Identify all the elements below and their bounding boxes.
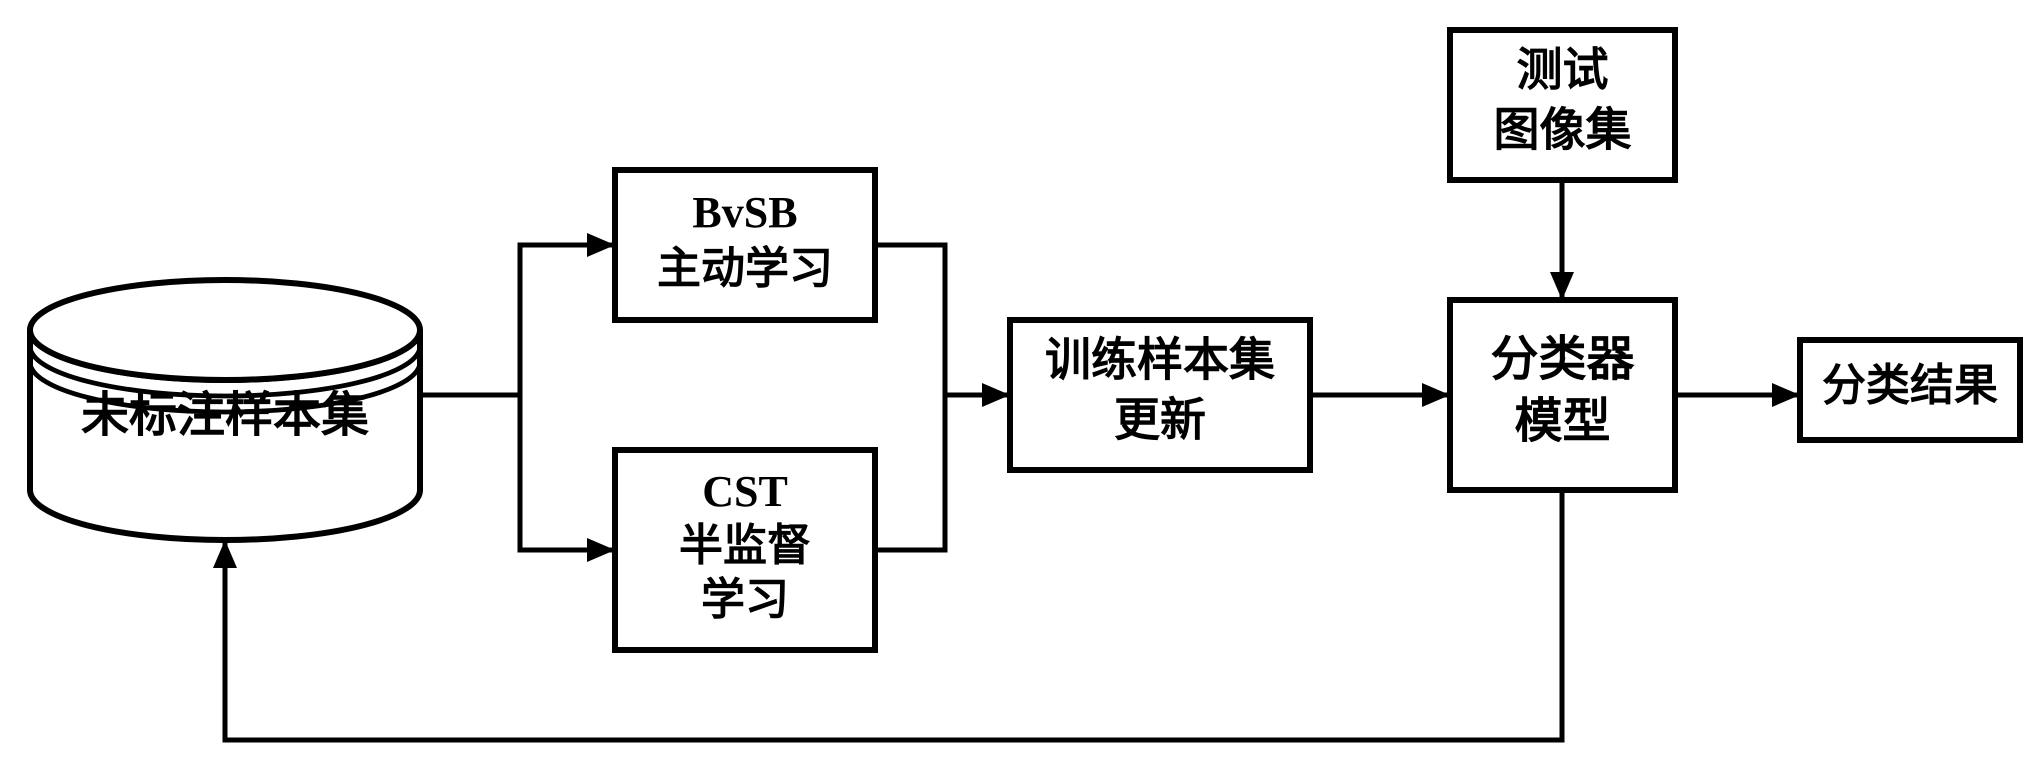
node-result: 分类结果 [1800, 340, 2020, 440]
node-bvsb: BvSB 主动学习 [615, 170, 875, 320]
node-cst-label-0: CST [702, 467, 788, 516]
node-update: 训练样本集更新 [1010, 320, 1310, 470]
node-testset: 测试图像集 [1450, 30, 1675, 180]
node-unlabeled: 未标注样本集 [30, 280, 420, 540]
node-bvsb-label-0: BvSB [692, 188, 797, 237]
edge-unlabeled-to-cst [420, 395, 615, 550]
node-unlabeled-label-0: 未标注样本集 [81, 389, 369, 442]
edge-classifier-to-unlabeled [225, 490, 1562, 740]
node-cst: CST 半监督学习 [615, 450, 875, 650]
node-result-label-0: 分类结果 [1822, 361, 1998, 410]
node-update-label-1: 更新 [1114, 395, 1206, 446]
node-testset-label-0: 测试 [1517, 45, 1609, 96]
node-classifier-label-1: 模型 [1514, 395, 1610, 448]
nodes: 未标注样本集BvSB主动学习CST半监督学习训练样本集更新测试图像集分类器模型分… [30, 30, 2020, 650]
node-classifier: 分类器模型 [1450, 300, 1675, 490]
node-cst-label-2: 学习 [701, 575, 789, 624]
node-cst-label-1: 半监督 [679, 521, 811, 570]
node-bvsb-label-1: 主动学习 [657, 244, 833, 293]
edge-cst-to-update [875, 395, 1010, 550]
node-classifier-label-0: 分类器 [1490, 333, 1635, 386]
flowchart-canvas: 未标注样本集BvSB主动学习CST半监督学习训练样本集更新测试图像集分类器模型分… [0, 0, 2042, 777]
edge-unlabeled-to-bvsb [420, 245, 615, 395]
edge-bvsb-to-update [875, 245, 1010, 395]
node-update-label-0: 训练样本集 [1045, 335, 1275, 386]
node-testset-label-1: 图像集 [1494, 105, 1632, 156]
